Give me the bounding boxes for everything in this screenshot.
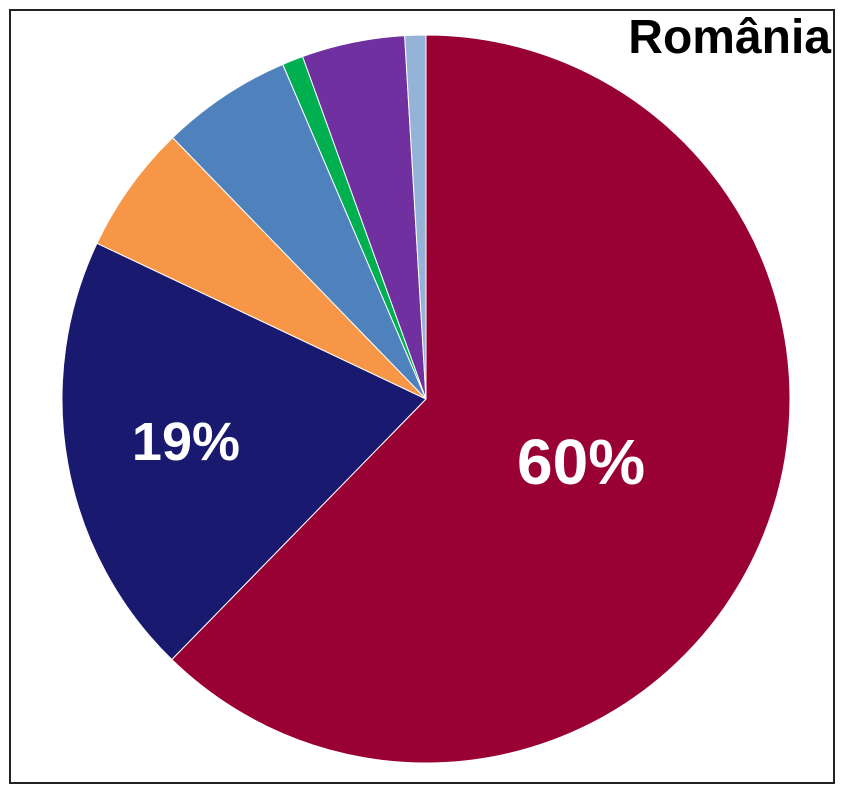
pie-slice-3: [96, 136, 427, 400]
slice-label-2: 19%: [132, 412, 240, 472]
pie-slice-4: [171, 63, 427, 400]
chart-title: România: [628, 11, 831, 64]
pie-slice-2: [61, 242, 427, 661]
pie-slice-1: [171, 34, 791, 764]
slice-label-1: 60%: [517, 426, 645, 498]
pie-slice-7: [404, 34, 427, 400]
